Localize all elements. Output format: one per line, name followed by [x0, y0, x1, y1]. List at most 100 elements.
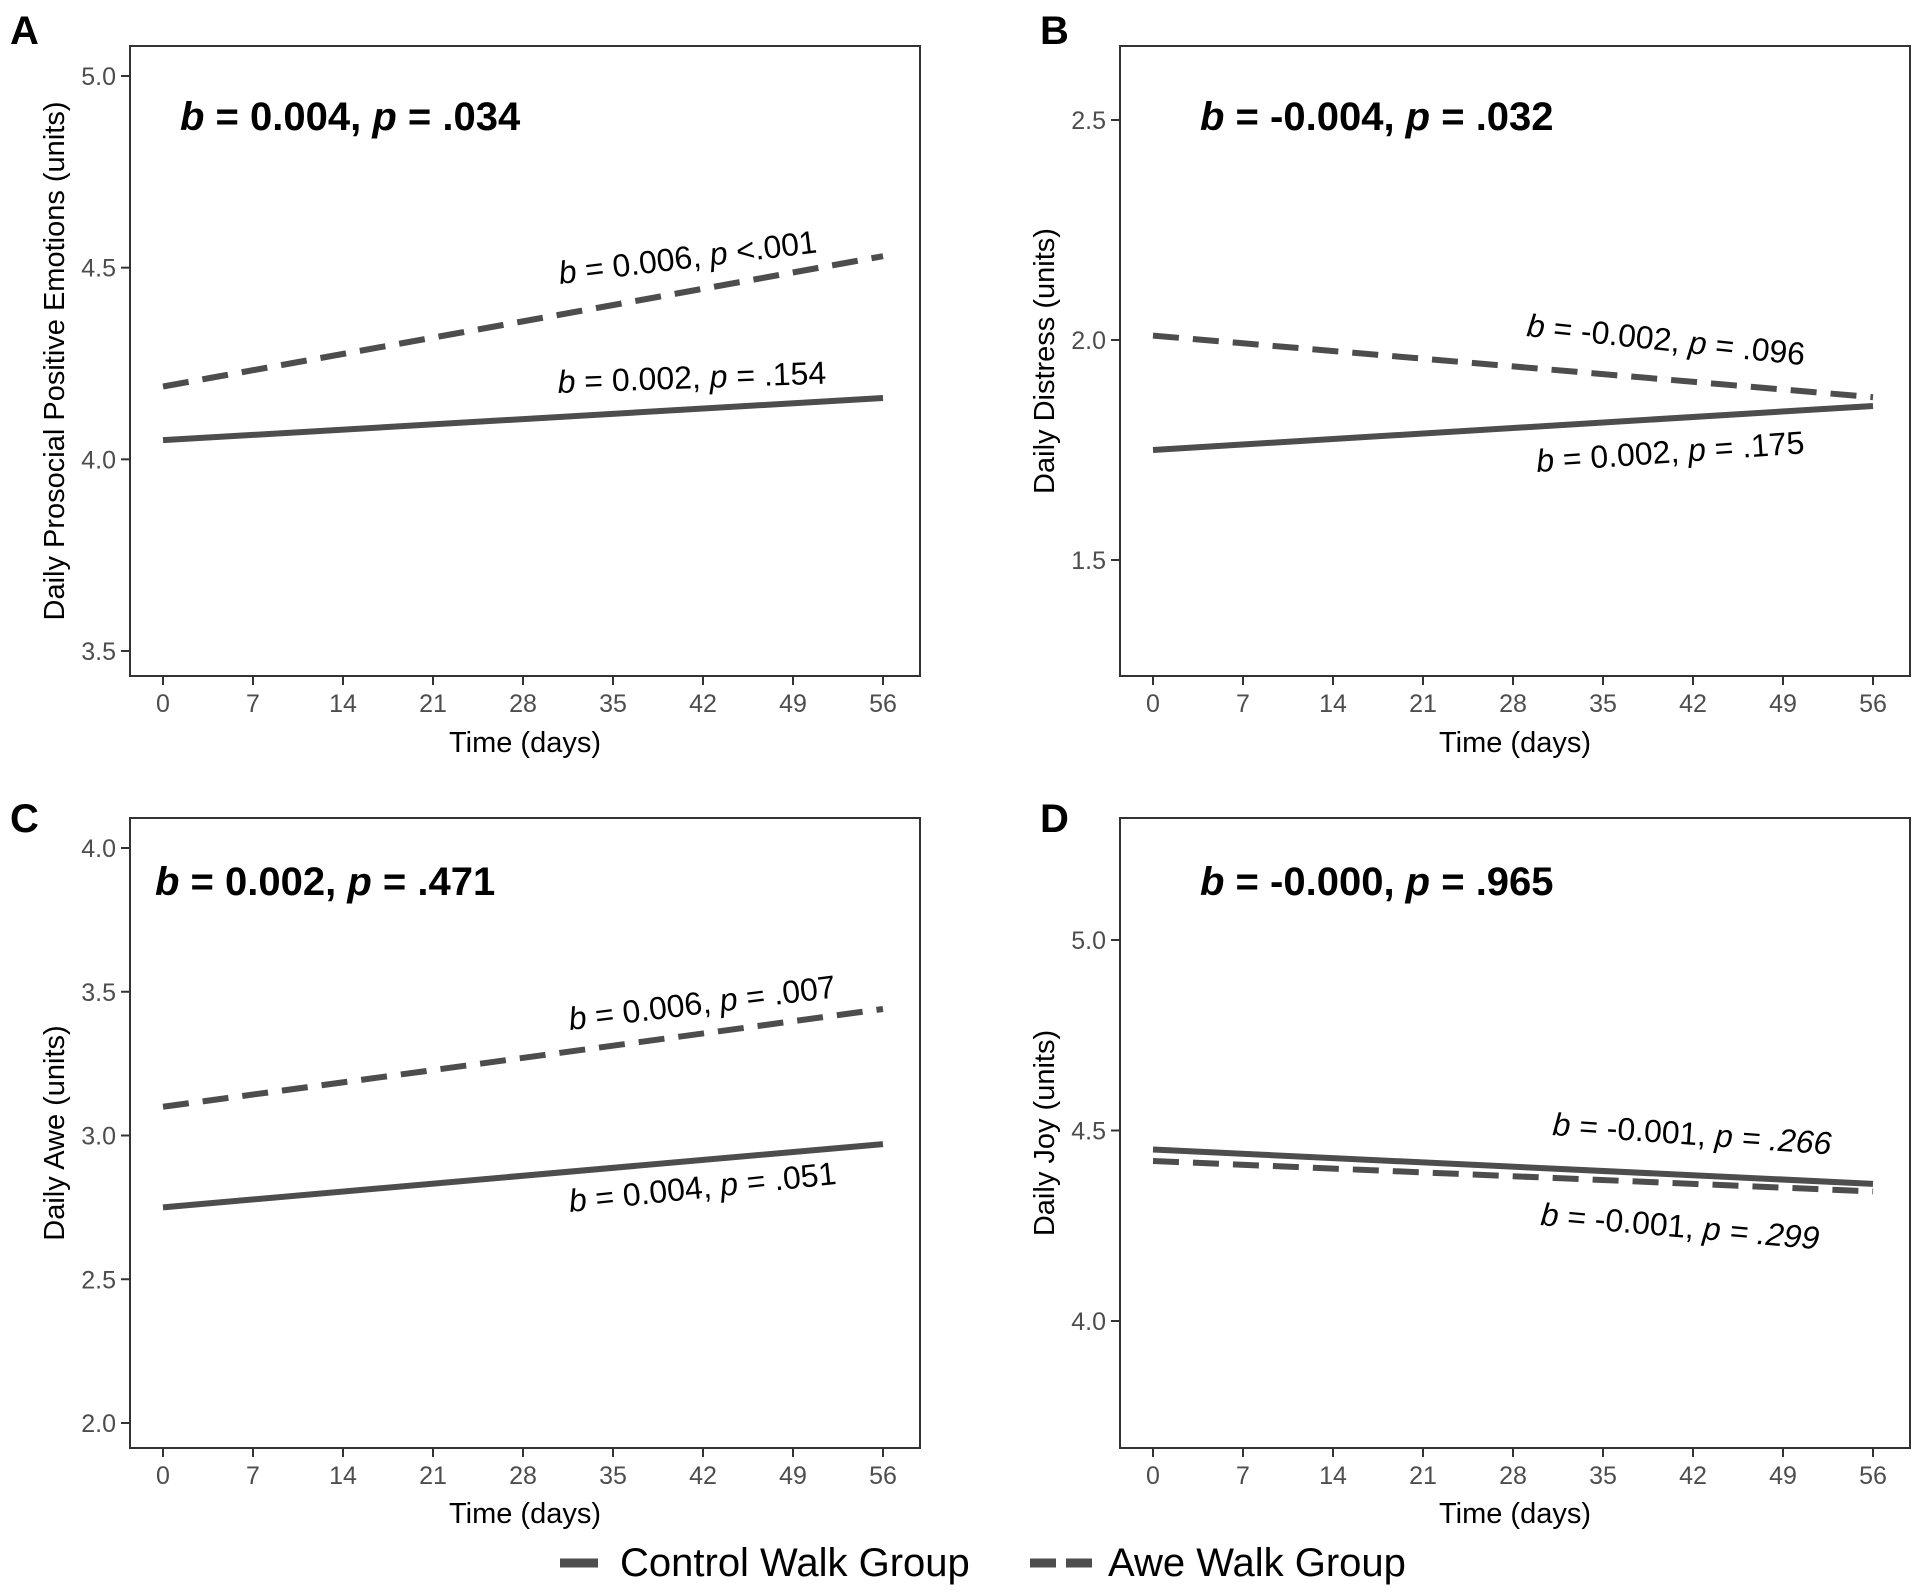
x-tick-label: 14: [1319, 690, 1347, 718]
control-line-label: b = 0.004, p = .051: [567, 1155, 838, 1219]
overall-b: b: [1200, 860, 1224, 904]
label-p: p: [1701, 1210, 1723, 1248]
control-walk-line: [1152, 403, 1874, 453]
y-axis: 3.5 4.0 4.5 5.0: [81, 63, 130, 666]
overall-b-value: = 0.004,: [204, 95, 372, 139]
series-group: [162, 253, 884, 444]
x-tick-label: 14: [329, 690, 357, 718]
x-tick-label: 0: [1146, 1462, 1160, 1490]
label-p-value: = .096: [1705, 326, 1807, 372]
label-b-value: = -0.002,: [1543, 309, 1691, 360]
awe-walk-line: [162, 253, 884, 390]
x-tick-label: 35: [1589, 690, 1617, 718]
label-b: b: [556, 253, 578, 291]
label-b: b: [566, 999, 588, 1037]
panel-letter: C: [10, 797, 39, 841]
x-tick-label: 28: [1499, 690, 1527, 718]
label-p-value: = .266: [1732, 1119, 1833, 1162]
overall-b: b: [180, 95, 204, 139]
x-tick-label: 21: [419, 690, 447, 718]
overall-b-value: = -0.004,: [1224, 95, 1405, 139]
label-b: b: [1535, 442, 1555, 479]
x-tick-label: 56: [869, 1462, 897, 1490]
series-group: [162, 1006, 884, 1211]
y-tick-label: 4.5: [1071, 1118, 1106, 1146]
label-b-value: = 0.006,: [584, 983, 722, 1035]
awe-walk-line: [162, 1006, 884, 1110]
panel-b: B 0 7 14 21 28 35 42 49 56 1.5 2.0 2.5 b = -0.004,…: [1029, 9, 1911, 759]
overall-p-value: = .034: [397, 95, 521, 139]
x-tick-label: 7: [246, 1462, 260, 1490]
y-tick-label: 3.5: [81, 638, 116, 666]
y-tick-label: 4.0: [81, 835, 116, 863]
y-axis-title: Daily Distress (units): [1029, 228, 1061, 494]
label-b: b: [557, 363, 576, 400]
x-axis-title: Time (days): [449, 1498, 601, 1530]
plot-frame: [129, 45, 921, 677]
label-p-value: = .051: [736, 1155, 838, 1201]
x-tick-label: 56: [1859, 1462, 1887, 1490]
label-b: b: [1525, 307, 1546, 345]
y-tick-label: 5.0: [81, 63, 116, 91]
label-b-value: = 0.004,: [585, 1167, 722, 1217]
panel-d: D 0 7 14 21 28 35 42 49 56 4.0 4.5 5.0 b = -0.000,…: [1029, 797, 1911, 1530]
y-axis-title: Daily Awe (units): [39, 1025, 71, 1240]
y-tick-label: 4.0: [81, 446, 116, 474]
control-line-label: b = 0.002, p = .175: [1535, 424, 1806, 479]
y-tick-label: 1.5: [1071, 547, 1106, 575]
label-p-value: = .007: [735, 968, 837, 1016]
x-tick-label: 42: [689, 1462, 717, 1490]
x-tick-label: 7: [246, 690, 260, 718]
x-tick-label: 49: [1769, 1462, 1797, 1490]
label-p: p: [708, 358, 728, 395]
plot-frame: [1119, 45, 1911, 677]
control-walk-line: [162, 1141, 884, 1211]
x-tick-label: 0: [156, 690, 170, 718]
awe-line-label: b = 0.006, p <.001: [556, 224, 818, 291]
x-tick-label: 21: [1409, 1462, 1437, 1490]
x-axis-title: Time (days): [1439, 727, 1591, 759]
y-tick-label: 5.0: [1071, 927, 1106, 955]
x-tick-label: 42: [1679, 1462, 1707, 1490]
x-tick-label: 14: [329, 1462, 357, 1490]
label-b-value: = -0.001,: [1557, 1198, 1705, 1246]
label-p: p: [716, 981, 739, 1019]
y-tick-label: 2.0: [1071, 327, 1106, 355]
y-axis-title: Daily Prosocial Positive Emotions (units…: [39, 102, 71, 621]
label-p: p: [1686, 431, 1707, 468]
overall-b: b: [155, 860, 179, 904]
label-b: b: [1552, 1106, 1572, 1143]
control-walk-line: [162, 395, 884, 444]
panel-letter: A: [10, 9, 39, 53]
legend: Control Walk Group Awe Walk Group: [560, 1541, 1406, 1585]
label-b: b: [567, 1181, 588, 1219]
overall-p-value: = .965: [1430, 860, 1553, 904]
overall-p: p: [346, 860, 371, 904]
x-tick-label: 28: [1499, 1462, 1527, 1490]
series-group: [1152, 1146, 1874, 1195]
label-p: p: [706, 235, 729, 273]
plot-frame: [129, 817, 921, 1449]
x-tick-label: 14: [1319, 1462, 1347, 1490]
series-group: [1152, 332, 1874, 453]
panel-letter: D: [1040, 797, 1069, 841]
label-b-value: = -0.001,: [1569, 1107, 1716, 1153]
overall-stat: b = 0.004, p = .034: [180, 95, 521, 139]
x-tick-label: 7: [1236, 1462, 1250, 1490]
label-p-value: = .175: [1704, 424, 1805, 467]
control-line-label: b = 0.002, p = .154: [557, 355, 827, 400]
overall-stat: b = -0.000, p = .965: [1200, 860, 1554, 904]
label-b: b: [1539, 1196, 1560, 1233]
x-axis-title: Time (days): [449, 727, 601, 759]
x-tick-label: 42: [1679, 690, 1707, 718]
label-p-value: = .299: [1719, 1212, 1821, 1256]
x-tick-label: 0: [156, 1462, 170, 1490]
overall-p: p: [371, 95, 396, 139]
overall-b-value: = -0.000,: [1224, 860, 1405, 904]
x-axis: 0 7 14 21 28 35 42 49 56: [156, 676, 897, 718]
awe-line-label: b = -0.001, p = .299: [1539, 1196, 1821, 1256]
x-tick-label: 49: [779, 1462, 807, 1490]
x-tick-label: 49: [1769, 690, 1797, 718]
y-axis: 1.5 2.0 2.5: [1071, 107, 1120, 575]
x-tick-label: 56: [1859, 690, 1887, 718]
